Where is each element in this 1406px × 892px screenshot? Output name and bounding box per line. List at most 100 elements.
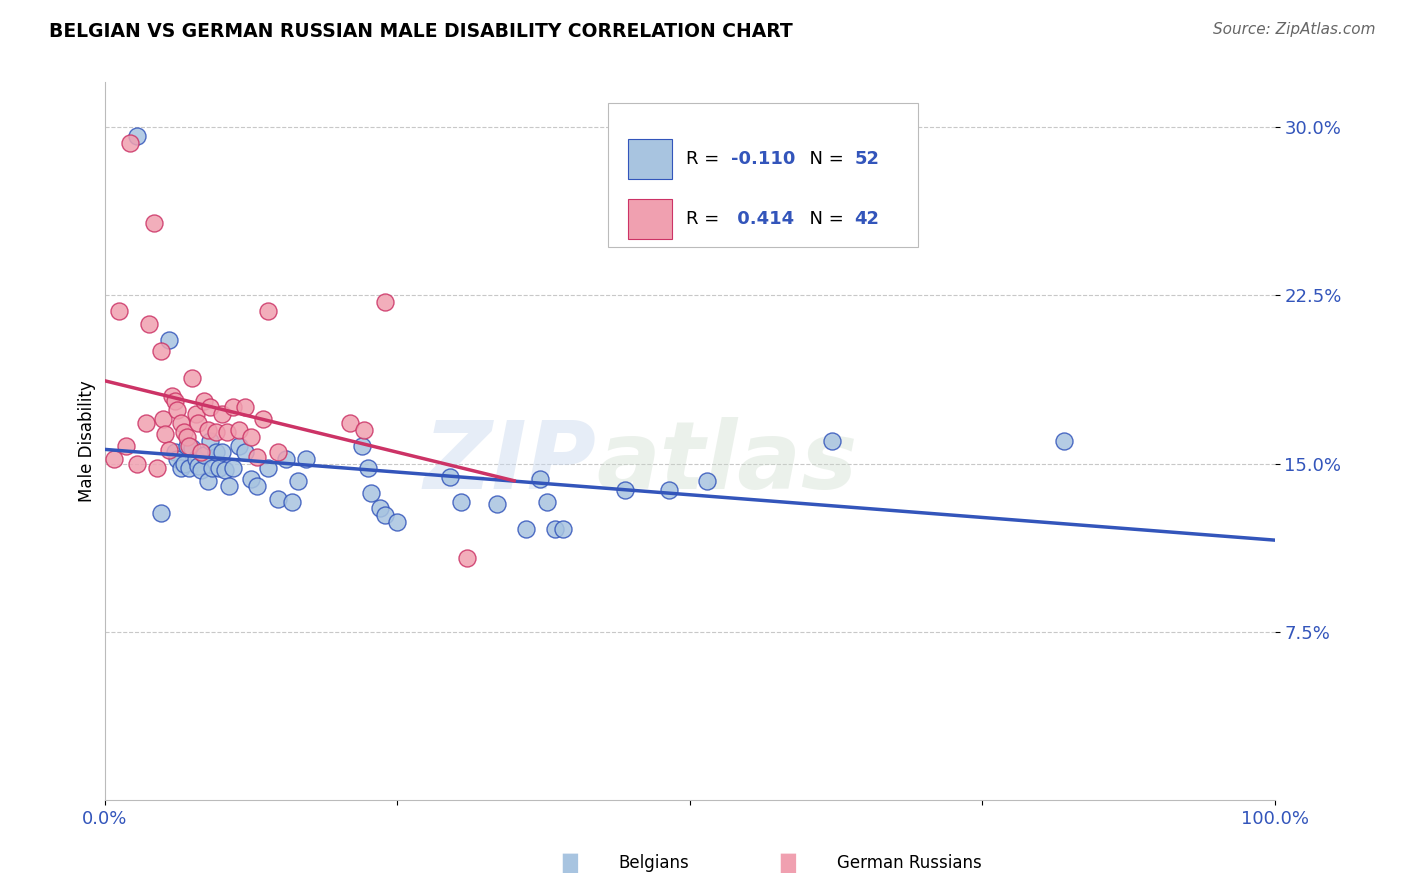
Point [120, 136, 142, 150]
Point [169, 461, 191, 475]
Point [456, 550, 478, 565]
Point [204, 445, 226, 459]
Point [267, 492, 290, 507]
Point [103, 452, 125, 467]
Point [239, 429, 262, 443]
Text: 52: 52 [855, 150, 880, 168]
Point [149, 506, 172, 520]
Point [176, 429, 198, 443]
Point [197, 423, 219, 437]
Text: R =: R = [686, 150, 725, 168]
Point [1053, 434, 1076, 448]
Point [173, 457, 195, 471]
Point [155, 427, 177, 442]
Point [208, 461, 231, 475]
Point [163, 393, 186, 408]
Point [246, 450, 269, 464]
Point [142, 216, 165, 230]
Point [197, 475, 219, 489]
Point [385, 515, 408, 529]
Point [190, 463, 212, 477]
Point [228, 438, 250, 452]
Point [536, 494, 558, 508]
Point [157, 333, 180, 347]
Point [201, 461, 224, 475]
Point [228, 423, 250, 437]
Point [152, 411, 174, 425]
Point [252, 411, 274, 425]
Bar [627, 139, 672, 178]
Point [146, 461, 169, 475]
Point [166, 452, 188, 467]
Point [614, 483, 637, 498]
Point [485, 497, 508, 511]
Point [198, 434, 221, 448]
FancyBboxPatch shape [607, 103, 918, 247]
Point [368, 501, 391, 516]
Point [374, 294, 396, 309]
Point [274, 452, 297, 467]
Point [176, 438, 198, 452]
Text: N =: N = [799, 150, 851, 168]
Point [107, 304, 129, 318]
Text: Source: ZipAtlas.com: Source: ZipAtlas.com [1212, 22, 1375, 37]
Point [177, 438, 200, 452]
Point [157, 443, 180, 458]
Text: █: █ [780, 854, 796, 873]
Text: atlas: atlas [596, 417, 858, 508]
Point [169, 416, 191, 430]
Point [267, 445, 290, 459]
Point [233, 445, 256, 459]
Point [233, 401, 256, 415]
Point [173, 425, 195, 439]
Point [696, 475, 718, 489]
Point [177, 461, 200, 475]
Text: 0.414: 0.414 [731, 210, 794, 228]
Point [353, 423, 375, 437]
Point [218, 479, 240, 493]
Point [149, 344, 172, 359]
Point [357, 461, 380, 475]
Point [529, 472, 551, 486]
Y-axis label: Male Disability: Male Disability [79, 380, 96, 502]
Point [214, 463, 236, 477]
Point [211, 407, 233, 421]
Point [138, 318, 160, 332]
Point [439, 470, 461, 484]
Point [135, 416, 157, 430]
Text: BELGIAN VS GERMAN RUSSIAN MALE DISABILITY CORRELATION CHART: BELGIAN VS GERMAN RUSSIAN MALE DISABILIT… [49, 22, 793, 41]
Point [193, 393, 215, 408]
Point [187, 416, 209, 430]
Point [374, 508, 396, 523]
Text: █: █ [562, 854, 578, 873]
Point [287, 475, 309, 489]
Point [281, 494, 304, 508]
Point [222, 401, 245, 415]
Text: 42: 42 [855, 210, 880, 228]
Text: -0.110: -0.110 [731, 150, 794, 168]
Point [181, 371, 204, 385]
Point [184, 452, 207, 467]
Point [553, 522, 575, 536]
Text: N =: N = [799, 210, 851, 228]
Bar [627, 199, 672, 239]
Point [217, 425, 239, 439]
Point [339, 416, 361, 430]
Point [187, 458, 209, 473]
Text: Belgians: Belgians [619, 855, 689, 872]
Point [127, 457, 149, 471]
Text: R =: R = [686, 210, 725, 228]
Point [360, 485, 382, 500]
Text: ZIP: ZIP [423, 417, 596, 508]
Point [450, 494, 472, 508]
Point [295, 452, 318, 467]
Point [257, 461, 280, 475]
Point [222, 461, 245, 475]
Point [350, 438, 373, 452]
Point [184, 407, 207, 421]
Point [515, 522, 537, 536]
Point [246, 479, 269, 493]
Point [162, 389, 184, 403]
Point [114, 438, 136, 452]
Point [211, 445, 233, 459]
